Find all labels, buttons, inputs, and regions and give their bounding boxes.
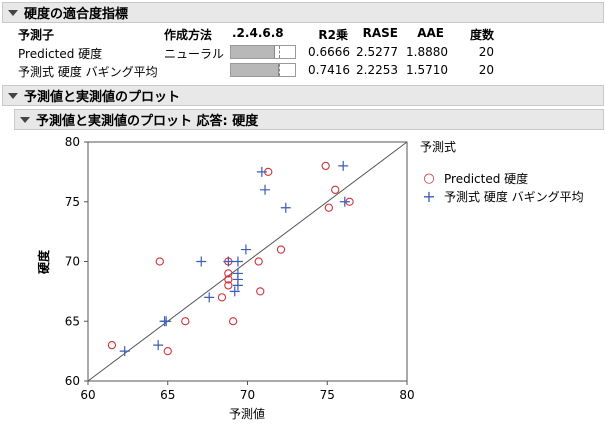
data-point-bagging[interactable] [232,268,243,279]
chart-legend: 予測式 ○ Predicted 硬度 + 予測式 硬度 バギング平均 [420,138,584,206]
row2-rase: 2.2253 [356,63,398,77]
plot-section-header[interactable]: 予測値と実測値のプロット [2,85,604,106]
data-point-predicted[interactable] [256,287,265,296]
disclosure-triangle-icon[interactable] [8,9,18,16]
row1-aae: 1.8880 [406,45,448,59]
data-point-bagging[interactable] [232,256,243,267]
legend-title: 予測式 [420,140,457,154]
data-point-bagging[interactable] [280,202,291,213]
row1-r2: 0.6666 [308,45,350,59]
disclosure-triangle-icon[interactable] [20,116,30,123]
fit-section-header[interactable]: 硬度の適合度指標 [2,2,604,23]
row1-method: ニューラル [164,47,225,61]
row1-predictor: Predicted 硬度 [18,47,103,61]
x-tick-label: 60 [80,388,95,402]
col-header-scale: .2.4.6.8 [232,26,284,40]
col-header-predictor: 予測子 [18,28,55,42]
y-axis-label: 硬度 [36,249,51,274]
row1-freq: 20 [478,45,494,59]
row2-predictor: 予測式 硬度 バギング平均 [18,65,158,79]
data-point-predicted[interactable] [224,269,233,278]
row1-rase: 2.5277 [356,45,398,59]
col-header-r2: R2乗 [318,28,348,42]
data-point-predicted[interactable] [228,317,238,326]
legend-item-predicted[interactable]: ○ Predicted 硬度 [420,169,584,187]
col-header-freq: 度数 [469,28,494,42]
data-point-predicted[interactable] [163,346,172,356]
data-point-bagging[interactable] [240,244,251,255]
data-point-bagging[interactable] [204,292,215,303]
data-point-bagging[interactable] [119,346,130,357]
row2-r2-bar-fill [231,64,280,76]
plot-sub-header[interactable]: 予測値と実測値のプロット 応答: 硬度 [14,109,604,130]
x-tick-label: 70 [240,388,255,402]
x-axis-label: 予測値 [229,406,265,421]
x-tick-label: 75 [320,388,335,402]
data-point-bagging[interactable] [338,160,349,171]
data-point-bagging[interactable] [256,166,267,177]
data-point-predicted[interactable] [224,275,233,284]
data-point-predicted[interactable] [254,257,263,266]
y-tick-label: 60 [65,374,80,388]
data-point-predicted[interactable] [331,185,340,194]
data-point-predicted[interactable] [324,203,333,212]
data-point-predicted[interactable] [217,293,227,302]
col-header-aae: AAE [417,26,444,40]
data-point-predicted[interactable] [181,317,190,326]
plus-marker-icon: + [422,186,436,206]
row1-r2-bar-fill [231,46,275,58]
y-tick-label: 80 [65,135,80,149]
x-tick-label: 65 [160,388,175,402]
circle-marker-icon: ○ [423,170,435,186]
row2-r2-bar [230,63,296,77]
data-point-predicted[interactable] [155,257,164,266]
data-point-bagging[interactable] [339,196,350,207]
legend-label: Predicted 硬度 [444,171,529,186]
col-header-rase: RASE [362,26,398,40]
data-point-bagging[interactable] [196,256,207,267]
plot-section-title: 予測値と実測値のプロット [24,90,181,105]
x-tick-label: 80 [399,388,414,402]
row1-r2-bar [230,45,296,59]
y-tick-label: 70 [65,255,80,269]
data-point-bagging[interactable] [260,184,271,195]
disclosure-triangle-icon[interactable] [8,92,18,99]
row2-freq: 20 [478,63,494,77]
data-point-predicted[interactable] [276,245,286,254]
row2-aae: 1.5710 [406,63,448,77]
row2-r2: 0.7416 [308,63,350,77]
plot-sub-title: 予測値と実測値のプロット 応答: 硬度 [36,114,259,129]
legend-label: 予測式 硬度 バギング平均 [444,189,584,204]
data-point-predicted[interactable] [107,340,117,350]
diagonal-fit-line [87,141,408,382]
col-header-method: 作成方法 [164,28,213,42]
y-tick-label: 65 [65,314,80,328]
data-point-bagging[interactable] [161,316,172,327]
data-point-predicted[interactable] [321,161,330,171]
fit-section-title: 硬度の適合度指標 [24,7,129,22]
data-point-bagging[interactable] [153,340,164,351]
scatter-plot: 60 65 70 75 80 60 65 70 75 80 予測値 硬度 [36,135,415,421]
data-point-bagging[interactable] [229,286,240,297]
y-tick-label: 75 [65,195,80,209]
legend-item-bagging[interactable]: + 予測式 硬度 バギング平均 [420,186,584,206]
data-point-bagging[interactable] [223,256,234,267]
data-point-predicted[interactable] [224,281,233,290]
